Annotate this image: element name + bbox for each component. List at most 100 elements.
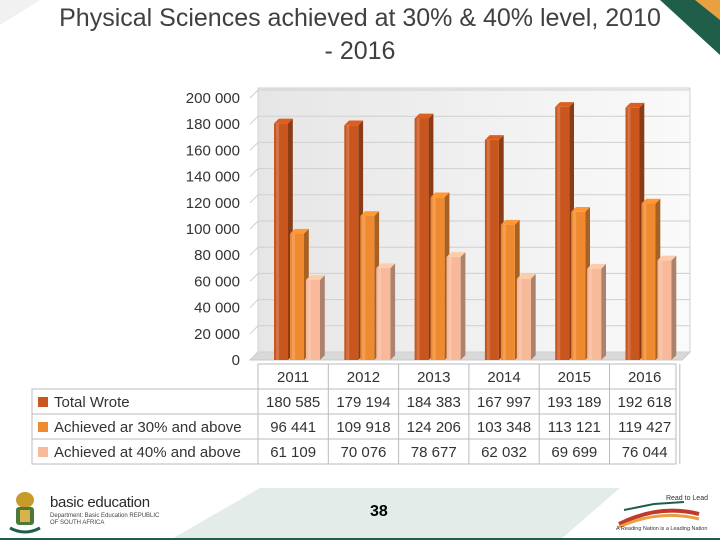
bar-2014-series-2 [516, 273, 536, 360]
bar-2014-series-1 [500, 219, 520, 360]
bar-top [625, 102, 645, 108]
data-label: 78 677 [411, 444, 457, 461]
y-tick-label: 200 000 [186, 90, 240, 107]
y-tick-label: 80 000 [194, 247, 240, 264]
bar-top [555, 102, 574, 107]
bar-2013-series-1 [430, 192, 450, 360]
y-axis-ticks: 0 20 000 40 000 60 000 80 000 100 000 120 000 1… [186, 90, 240, 369]
bar-top [500, 219, 520, 225]
legend-label: Total Wrote [54, 394, 130, 411]
gridline [249, 194, 690, 204]
bar-top [360, 211, 380, 217]
bar-2015-series-1 [571, 207, 590, 360]
bar-front [516, 278, 531, 360]
bar-2016-series-0 [625, 102, 645, 361]
bar-side [320, 275, 325, 360]
page-number: 38 [370, 503, 388, 520]
legend-label: Achieved at 40% and above [54, 444, 241, 461]
bar-2011-series-2 [306, 275, 325, 360]
bar-front [587, 268, 602, 360]
data-label: 69 699 [551, 444, 597, 461]
bar-front [555, 106, 570, 360]
bar-2012-series-2 [376, 263, 396, 360]
bar-2016-series-2 [657, 255, 677, 360]
legend-swatch [38, 397, 48, 407]
bar-side [601, 263, 606, 360]
bar-top [274, 118, 293, 124]
bar-front [360, 216, 375, 360]
data-label: 62 032 [481, 444, 527, 461]
y-tick-label: 20 000 [194, 326, 240, 343]
legend-swatch [38, 447, 48, 457]
bar-top [376, 263, 396, 269]
y-tick-label: 100 000 [186, 221, 240, 238]
data-label: 61 109 [270, 444, 316, 461]
bar-2014-series-0 [484, 135, 504, 360]
bar-side [530, 273, 536, 360]
data-label: 124 206 [407, 419, 461, 436]
x-category-label: 2011 [277, 369, 309, 386]
data-label: 70 076 [341, 444, 387, 461]
bar-side [460, 252, 466, 360]
bar-front [641, 203, 656, 360]
bars [274, 102, 677, 361]
bar-top [290, 228, 309, 234]
read-to-lead-logo: Read to Lead A Reading Nation is a Leadi… [598, 490, 716, 540]
gridline [249, 246, 690, 256]
bar-front [571, 211, 586, 360]
bar-top [306, 275, 325, 280]
bar-side [671, 255, 677, 360]
gridline [249, 89, 690, 99]
y-tick-label: 180 000 [186, 116, 240, 133]
y-tick-label: 60 000 [194, 273, 240, 290]
gridline [249, 115, 690, 125]
bar-front [274, 123, 288, 360]
x-category-label: 2012 [347, 369, 380, 386]
bar-front [430, 197, 445, 360]
x-category-label: 2016 [628, 369, 661, 386]
bar-top [641, 198, 661, 204]
data-label: 119 427 [618, 419, 671, 436]
bar-front [657, 260, 672, 360]
bar-top [657, 255, 677, 261]
left-sub-text: Department: Basic Education REPUBLIC OF … [50, 513, 160, 526]
bar-top [484, 135, 504, 140]
bar-chart: 0 20 000 40 000 60 000 80 000 100 000 120 000 1… [31, 87, 692, 465]
data-label: 109 918 [336, 419, 390, 436]
bar-front [625, 107, 640, 361]
bar-2013-series-2 [446, 252, 466, 360]
gridline [249, 299, 690, 308]
bar-side [390, 263, 396, 360]
bar-2011-series-1 [290, 228, 309, 360]
data-label: 113 121 [548, 419, 601, 436]
corner-decoration-top-left [0, 0, 40, 25]
data-table: 2011 2012 2013 2014 2015 2016 Total Wrote 180 5… [31, 363, 681, 465]
bar-front [376, 268, 391, 360]
gridline [249, 272, 690, 282]
bar-2016-series-1 [641, 198, 661, 360]
gridline [249, 168, 690, 177]
bar-2015-series-2 [587, 263, 606, 360]
bar-2012-series-0 [344, 120, 364, 360]
data-label: 167 997 [477, 394, 531, 411]
gridline [249, 325, 690, 335]
data-label: 193 189 [547, 394, 601, 411]
bar-front [290, 233, 304, 360]
bar-front [344, 125, 359, 360]
legend-label: Achieved ar 30% and above [54, 419, 242, 436]
y-tick-label: 140 000 [186, 169, 240, 186]
left-brand-text: basic education [50, 494, 150, 511]
bar-top [344, 120, 364, 126]
x-category-label: 2014 [487, 369, 520, 386]
bar-2013-series-0 [414, 113, 434, 361]
corner-decoration-top-right [660, 0, 720, 55]
gridlines [249, 89, 690, 361]
data-label: 192 618 [618, 394, 672, 411]
legend-swatch [38, 422, 48, 432]
bar-top [430, 192, 450, 198]
gridline [249, 351, 690, 361]
gridline [249, 220, 690, 230]
data-label: 96 441 [270, 419, 316, 436]
y-tick-label: 0 [232, 352, 240, 369]
bar-front [484, 139, 499, 360]
